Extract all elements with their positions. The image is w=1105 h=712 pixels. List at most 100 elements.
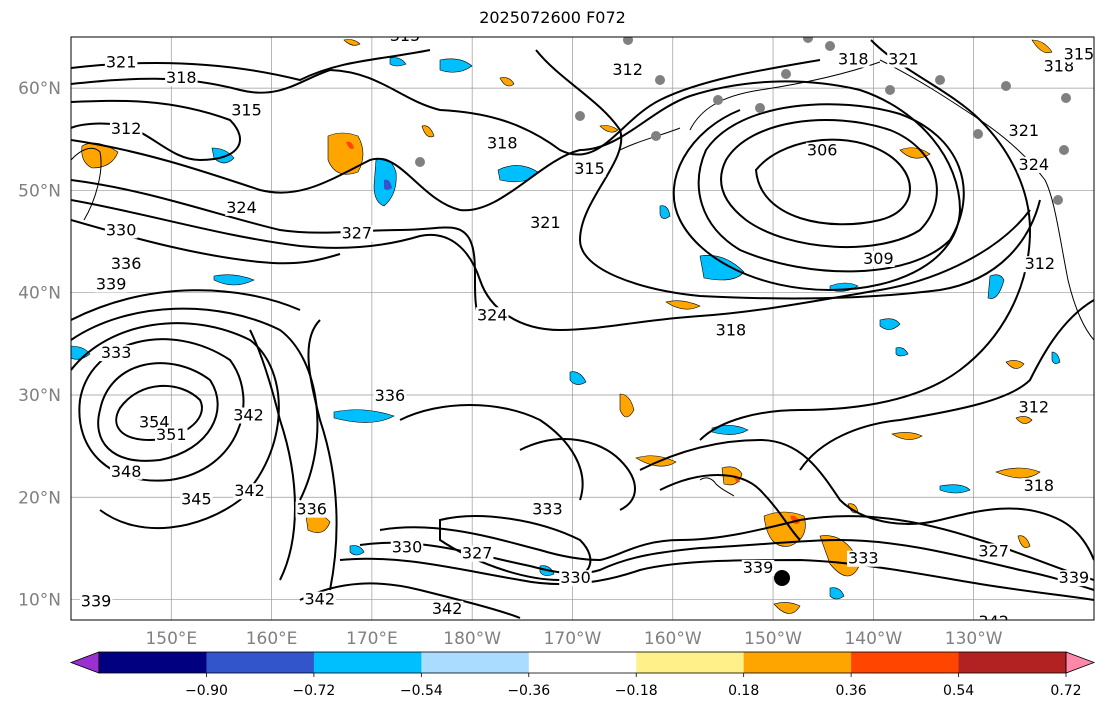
kamchatka-coast xyxy=(71,147,102,221)
contour-label-bg xyxy=(837,51,870,68)
strong-negative-patch xyxy=(384,179,392,190)
negative-patch xyxy=(939,484,971,494)
contour-label: 339 xyxy=(743,558,774,577)
contour-label: 330 xyxy=(560,568,591,587)
contour-label: 345 xyxy=(181,489,212,508)
contour-label-bg xyxy=(1023,256,1057,273)
lon-tick-label: 150°E xyxy=(145,629,197,649)
contour-label-bg xyxy=(230,102,263,119)
contour-label-bg xyxy=(529,215,562,232)
negative-patch xyxy=(711,425,749,435)
station-marker xyxy=(825,41,835,51)
colorbar-segment xyxy=(743,652,852,673)
lon-tick-label: 180°W xyxy=(443,629,501,649)
contour-label-bg xyxy=(977,543,1010,560)
station-marker xyxy=(973,129,983,139)
negative-patch xyxy=(213,274,255,286)
strong-positive-patch xyxy=(346,141,354,150)
contour-line xyxy=(71,179,481,321)
contour-label-bg xyxy=(1062,46,1094,63)
contour-label: 339 xyxy=(81,592,112,611)
contour-label: 312 xyxy=(1025,254,1056,273)
contour-label: 330 xyxy=(392,537,423,556)
station-marker xyxy=(935,75,945,85)
contour-label: 336 xyxy=(375,386,406,405)
colorbar-tick-label: −0.18 xyxy=(615,683,658,699)
contour-label: 324 xyxy=(226,198,257,217)
colorbar-segment xyxy=(528,652,637,673)
colorbar: −0.90 −0.72 −0.54 −0.36 −0.18 0.18 0.36 0.54 0.7… xyxy=(69,651,1096,699)
contour-label: 321 xyxy=(888,50,919,69)
station-marker xyxy=(1061,93,1071,103)
negative-patch xyxy=(333,409,395,423)
contour-label: 327 xyxy=(342,223,373,242)
contour-label: 339 xyxy=(1059,568,1090,587)
contour-label: 339 xyxy=(96,275,127,294)
lat-tick-label: 30°N xyxy=(18,386,61,406)
positive-patch xyxy=(1015,416,1033,424)
contour-label: 324 xyxy=(477,305,508,324)
contour-label: 321 xyxy=(1009,121,1040,140)
contour-label-bg xyxy=(460,545,494,562)
station-marker xyxy=(774,570,790,586)
colorbar-tick-label: −0.72 xyxy=(292,683,335,699)
contour-label-bg xyxy=(1057,570,1091,587)
station-marker xyxy=(655,75,665,85)
positive-patch xyxy=(1031,39,1053,54)
contour-label: 321 xyxy=(530,213,561,232)
contour-label-bg xyxy=(805,142,839,159)
colorbar-tick-label: −0.54 xyxy=(400,683,443,699)
station-marker xyxy=(803,37,813,43)
colorbar-segment xyxy=(99,652,207,673)
contour-label: 336 xyxy=(111,254,142,273)
contour-line xyxy=(697,103,965,273)
negative-patch xyxy=(895,347,909,357)
contour-label: 333 xyxy=(848,549,879,568)
contour-label: 342 xyxy=(304,590,335,609)
station-marker xyxy=(781,69,791,79)
contour-label-bg xyxy=(225,199,258,216)
station-marker xyxy=(713,95,723,105)
contour-line xyxy=(359,538,1094,591)
contour-label-bg xyxy=(486,135,519,152)
contour-line xyxy=(299,582,521,619)
colorbar-tick-label: 0.18 xyxy=(728,683,759,699)
aleutian-arc xyxy=(619,127,681,151)
lon-tick-label: 150°W xyxy=(744,629,802,649)
longitude-labels: 150°E 160°E 170°E 180°W 170°W 160°W 150°W 140°W… xyxy=(145,629,1002,649)
hawaii-islands xyxy=(699,477,735,497)
contour-line xyxy=(71,322,280,530)
contour-label-bg xyxy=(1022,478,1056,495)
lat-tick-label: 50°N xyxy=(18,181,61,201)
contour-label-bg xyxy=(611,61,644,78)
contour-line xyxy=(71,80,962,292)
contour-label-bg xyxy=(232,407,265,424)
contour-line xyxy=(719,119,938,249)
positive-patch xyxy=(327,132,364,175)
positive-patch xyxy=(619,393,635,418)
contour-line xyxy=(699,39,1032,441)
positive-patch xyxy=(343,39,361,46)
station-marker xyxy=(623,37,633,45)
contour-label-bg xyxy=(99,345,133,362)
positive-patch xyxy=(773,602,801,614)
contour-label-bg xyxy=(1007,123,1041,140)
colorbar-tick-label: −0.90 xyxy=(185,683,228,699)
lon-tick-label: 170°W xyxy=(544,629,602,649)
station-markers xyxy=(415,37,1071,586)
contour-label-bg xyxy=(390,539,424,556)
negative-patch xyxy=(659,205,671,219)
negative-patch xyxy=(569,371,587,385)
contour-label-bg xyxy=(714,322,748,339)
contour-label: 315 xyxy=(574,159,605,178)
contour-label-bg xyxy=(373,388,407,405)
station-marker xyxy=(755,103,765,113)
isentropic-contours xyxy=(71,39,1094,619)
contour-label: 354 xyxy=(139,413,170,432)
positive-patch xyxy=(499,77,515,87)
contour-label: 342 xyxy=(698,624,729,643)
contour-label: 318 xyxy=(838,50,869,69)
contour-line xyxy=(71,289,301,321)
contour-label: 333 xyxy=(532,500,563,519)
